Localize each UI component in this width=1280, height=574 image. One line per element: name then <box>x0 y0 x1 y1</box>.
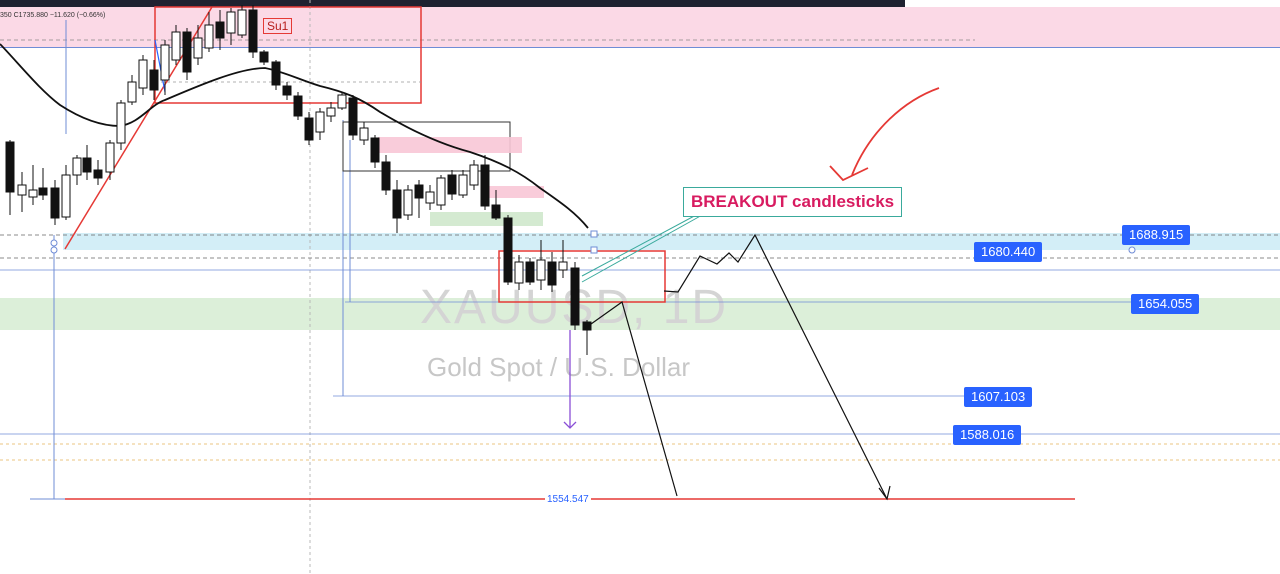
candle-body <box>5 141 15 193</box>
candle-body <box>547 261 557 286</box>
candle-body <box>447 174 457 195</box>
candle-body <box>171 31 181 61</box>
candle-body <box>182 31 192 73</box>
ohlc-readout: 350 C1735.880 −11.620 (−0.66%) <box>0 12 106 19</box>
candle-body <box>436 177 446 206</box>
candle-body <box>160 44 170 81</box>
watermark-description: Gold Spot / U.S. Dollar <box>427 352 690 382</box>
line-handle <box>590 230 598 238</box>
candle-body <box>582 321 592 331</box>
candle-body <box>82 157 92 173</box>
candle-body <box>93 169 103 179</box>
candle-body <box>503 217 513 283</box>
candle-body <box>558 261 568 271</box>
candle-body <box>215 21 225 39</box>
candle-body <box>149 69 159 91</box>
anchor-handle <box>50 246 58 254</box>
candle-body <box>425 191 435 204</box>
candle-body <box>127 81 137 103</box>
top-toolbar-strip <box>0 0 905 7</box>
candle-body <box>469 164 479 186</box>
candle-body <box>458 174 468 196</box>
candle-body <box>226 11 236 34</box>
candle-body <box>381 161 391 191</box>
candle-body <box>337 94 347 109</box>
price-tag-1688[interactable]: 1688.915 <box>1122 225 1191 245</box>
moving-average-line <box>0 43 589 229</box>
candle-body <box>72 157 82 176</box>
candle-body <box>138 59 148 89</box>
su1-label[interactable]: Su1 <box>263 18 293 34</box>
candle-body <box>326 107 336 117</box>
candle-body <box>570 267 580 326</box>
candle-body <box>61 174 71 218</box>
alert-arrow-icon <box>829 87 940 182</box>
candle-body <box>370 137 380 163</box>
candle-body <box>304 117 314 141</box>
projection-path <box>583 301 678 497</box>
candle-body <box>414 184 424 199</box>
projection-path <box>663 233 888 500</box>
line-handle <box>1128 246 1136 254</box>
candle-body <box>348 97 358 136</box>
price-tag-1588[interactable]: 1588.016 <box>953 425 1022 445</box>
candle-body <box>116 102 126 144</box>
candle-body <box>237 9 247 36</box>
candle-body <box>403 189 413 216</box>
projection-arrowhead <box>878 485 891 501</box>
candle-body <box>105 142 115 173</box>
candle-body <box>514 261 524 284</box>
candle-body <box>193 37 203 59</box>
candle-body <box>480 164 490 207</box>
breakout-box-red <box>498 250 666 303</box>
callout-connector <box>581 213 705 283</box>
candle-body <box>17 184 27 196</box>
candle-body <box>359 127 369 141</box>
candle-body <box>525 261 535 283</box>
trendline-blue <box>154 39 166 93</box>
candle-body <box>38 187 48 196</box>
candle-body <box>392 189 402 219</box>
candle-body <box>293 95 303 117</box>
candle-body <box>271 61 281 86</box>
callout-connector <box>581 213 699 277</box>
candle-body <box>315 111 325 133</box>
candle-body <box>491 204 501 219</box>
candlestick-group <box>5 5 592 355</box>
candle-body <box>248 9 258 53</box>
candle-body <box>204 24 214 49</box>
price-label-1554[interactable]: 1554.547 <box>545 494 591 505</box>
candle-body <box>282 85 292 96</box>
supply-box-red <box>154 6 422 104</box>
candle-body <box>536 259 546 281</box>
price-tag-1607[interactable]: 1607.103 <box>964 387 1033 407</box>
candle-body <box>259 51 269 63</box>
price-tag-1680[interactable]: 1680.440 <box>974 242 1043 262</box>
anchor-handle <box>50 239 58 247</box>
breakout-callout[interactable]: BREAKOUT candlesticks <box>683 187 903 217</box>
candle-body <box>50 187 60 219</box>
small-supply-zone <box>482 186 544 198</box>
line-handle <box>590 246 598 254</box>
measure-arrowhead <box>563 421 577 429</box>
candle-body <box>28 189 38 198</box>
demand-zone-green[interactable] <box>0 298 1280 330</box>
price-tag-1654[interactable]: 1654.055 <box>1131 294 1200 314</box>
small-demand-zone <box>430 212 543 226</box>
